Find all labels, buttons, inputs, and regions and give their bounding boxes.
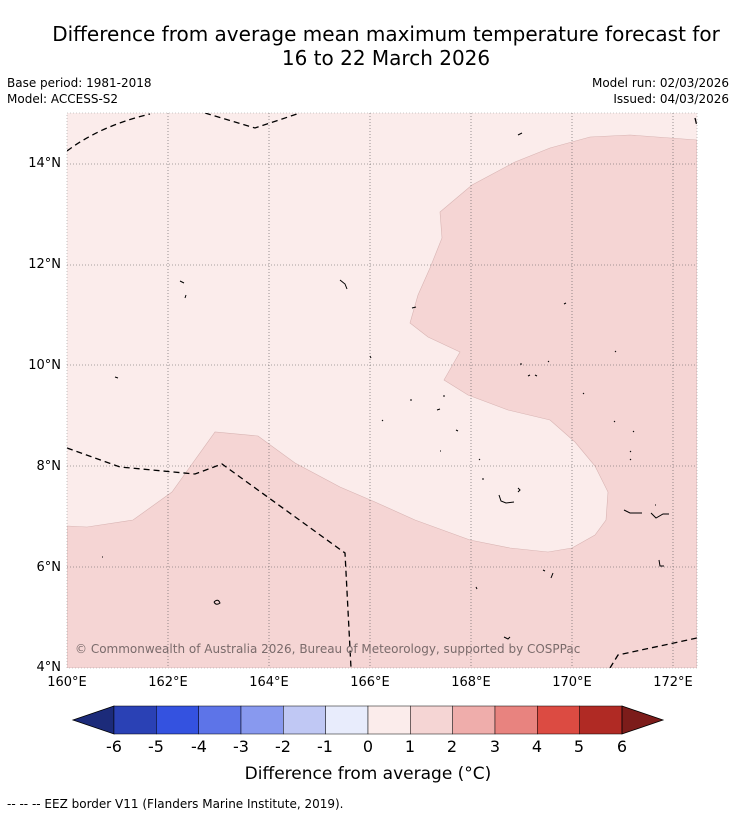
lat-label-14n: 14°N bbox=[28, 156, 61, 171]
colorbar-label: 0 bbox=[362, 737, 374, 756]
colorbar-label: -3 bbox=[233, 737, 249, 756]
colorbar-label: -4 bbox=[191, 737, 207, 756]
lon-label-162e: 162°E bbox=[148, 675, 188, 690]
colorbar-segment bbox=[198, 705, 242, 735]
lon-label-172e: 172°E bbox=[653, 675, 693, 690]
meta-right: Model run: 02/03/2026 Issued: 04/03/2026 bbox=[592, 75, 729, 107]
colorbar-low-extend bbox=[71, 705, 115, 735]
colorbar-label: 4 bbox=[531, 737, 543, 756]
colorbar-label: 6 bbox=[616, 737, 628, 756]
colorbar bbox=[71, 705, 665, 735]
copyright-notice: © Commonwealth of Australia 2026, Bureau… bbox=[75, 642, 581, 656]
colorbar-label: -6 bbox=[106, 737, 122, 756]
map-frame bbox=[66, 112, 698, 669]
eez-borders bbox=[67, 113, 697, 668]
colorbar-segment bbox=[113, 705, 157, 735]
model-name: Model: ACCESS-S2 bbox=[7, 92, 119, 106]
colorbar-label: -2 bbox=[275, 737, 291, 756]
issued-date: Issued: 04/03/2026 bbox=[613, 92, 729, 106]
forecast-map bbox=[66, 112, 698, 669]
colorbar-segment bbox=[156, 705, 199, 735]
colorbar-segment bbox=[240, 705, 284, 735]
lat-label-12n: 12°N bbox=[28, 257, 61, 272]
lat-label-6n: 6°N bbox=[36, 560, 62, 575]
lon-label-160e: 160°E bbox=[47, 675, 87, 690]
colorbar-segment bbox=[410, 705, 453, 735]
colorbar-segment bbox=[283, 705, 326, 735]
colorbar-label: 1 bbox=[404, 737, 416, 756]
title-block: Difference from average mean maximum tem… bbox=[0, 0, 736, 72]
model-run: Model run: 02/03/2026 bbox=[591, 76, 729, 90]
colorbar-label: 3 bbox=[489, 737, 501, 756]
colorbar-label: -5 bbox=[148, 737, 164, 756]
colorbar-label: 5 bbox=[573, 737, 585, 756]
colorbar-segment bbox=[579, 705, 623, 735]
colorbar-segment bbox=[494, 705, 538, 735]
title-line-1: Difference from average mean maximum tem… bbox=[52, 22, 720, 46]
lon-label-166e: 166°E bbox=[350, 675, 390, 690]
lon-label-168e: 168°E bbox=[451, 675, 491, 690]
lat-label-8n: 8°N bbox=[36, 459, 62, 474]
northeast-warm-region bbox=[67, 134, 697, 668]
lon-label-170e: 170°E bbox=[552, 675, 592, 690]
lon-label-164e: 164°E bbox=[249, 675, 289, 690]
colorbar-segment bbox=[452, 705, 496, 735]
lat-label-10n: 10°N bbox=[28, 358, 61, 373]
base-period: Base period: 1981-2018 bbox=[7, 76, 152, 90]
graticule bbox=[67, 113, 697, 668]
meta-left: Base period: 1981-2018 Model: ACCESS-S2 bbox=[7, 75, 152, 107]
lat-label-4n: 4°N bbox=[36, 660, 62, 675]
colorbar-segment bbox=[325, 705, 369, 735]
colorbar-segment bbox=[367, 705, 411, 735]
colorbar-high-extend bbox=[621, 705, 665, 735]
map-title: Difference from average mean maximum tem… bbox=[0, 22, 736, 70]
colorbar-label: 2 bbox=[446, 737, 458, 756]
islands bbox=[102, 132, 669, 640]
eez-border-note: -- -- -- EEZ border V11 (Flanders Marine… bbox=[7, 797, 344, 811]
colorbar-title: Difference from average (°C) bbox=[244, 764, 492, 784]
colorbar-segment bbox=[537, 705, 580, 735]
title-line-2: 16 to 22 March 2026 bbox=[281, 46, 491, 70]
colorbar-label: -1 bbox=[317, 737, 333, 756]
